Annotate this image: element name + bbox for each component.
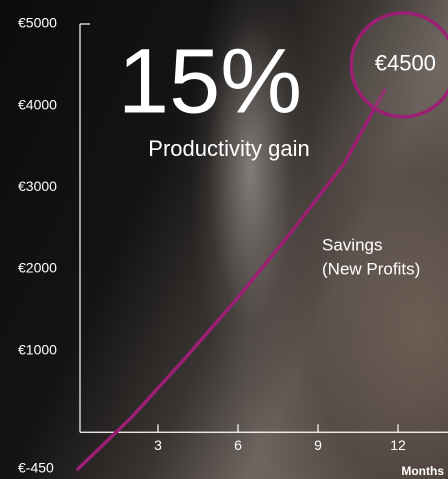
page: 15% Productivity gain Savings (New Profi… xyxy=(0,0,448,479)
y-tick-label: €3000 xyxy=(18,178,57,194)
y-tick-label: €4000 xyxy=(18,96,57,112)
callout-label: €4500 xyxy=(375,51,436,76)
y-tick-label: €-450 xyxy=(18,460,54,476)
y-tick-label: €5000 xyxy=(18,15,57,31)
y-tick-label: €2000 xyxy=(18,260,57,276)
chart: 15% Productivity gain Savings (New Profi… xyxy=(0,0,448,479)
x-axis-label: Months xyxy=(401,464,444,478)
x-tick-label: 3 xyxy=(154,437,162,453)
x-tick-label: 12 xyxy=(390,437,406,453)
y-tick-label: €1000 xyxy=(18,341,57,357)
annotation-line: Savings xyxy=(322,235,382,254)
x-tick-label: 9 xyxy=(314,437,322,453)
subtitle: Productivity gain xyxy=(148,136,309,161)
headline: 15% xyxy=(118,30,302,132)
x-tick-label: 6 xyxy=(234,437,242,453)
annotation-line: (New Profits) xyxy=(322,259,420,278)
